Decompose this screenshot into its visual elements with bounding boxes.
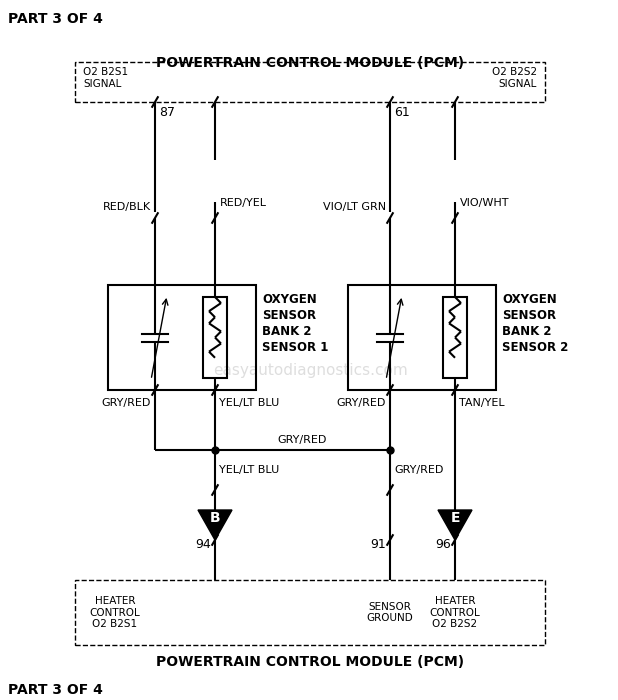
Text: B: B [210,511,220,525]
Text: YEL/LT BLU: YEL/LT BLU [219,398,279,408]
Text: O2 B2S1
SIGNAL: O2 B2S1 SIGNAL [83,67,128,89]
Text: TAN/YEL: TAN/YEL [459,398,505,408]
Text: PART 3 OF 4: PART 3 OF 4 [8,12,103,26]
Bar [203,297,227,378]
Text: VIO/WHT: VIO/WHT [460,198,509,208]
Text: E: E [451,511,460,525]
Bar [443,297,467,378]
Text: YEL/LT BLU: YEL/LT BLU [219,465,279,475]
Text: PART 3 OF 4: PART 3 OF 4 [8,683,103,697]
Text: GRY/RED: GRY/RED [278,435,327,445]
Text: 61: 61 [394,106,410,119]
Text: SENSOR
GROUND: SENSOR GROUND [366,602,413,623]
Text: VIO/LT GRN: VIO/LT GRN [323,202,386,212]
Text: 94: 94 [195,538,211,551]
Bar [75,62,545,102]
Text: 96: 96 [435,538,451,551]
Bar [75,580,545,645]
Text: POWERTRAIN CONTROL MODULE (PCM): POWERTRAIN CONTROL MODULE (PCM) [156,655,464,669]
Text: O2 B2S2
SIGNAL: O2 B2S2 SIGNAL [492,67,537,89]
Text: HEATER
CONTROL
O2 B2S2: HEATER CONTROL O2 B2S2 [430,596,480,629]
Polygon shape [198,510,232,540]
Text: GRY/RED: GRY/RED [394,465,443,475]
Text: OXYGEN
SENSOR
BANK 2
SENSOR 2: OXYGEN SENSOR BANK 2 SENSOR 2 [502,293,569,354]
Polygon shape [438,510,472,540]
Text: 91: 91 [370,538,386,551]
Text: RED/YEL: RED/YEL [220,198,267,208]
Bar [108,285,256,390]
Text: 87: 87 [159,106,175,119]
Text: GRY/RED: GRY/RED [337,398,386,408]
Text: GRY/RED: GRY/RED [101,398,151,408]
Text: OXYGEN
SENSOR
BANK 2
SENSOR 1: OXYGEN SENSOR BANK 2 SENSOR 1 [262,293,328,354]
Text: POWERTRAIN CONTROL MODULE (PCM): POWERTRAIN CONTROL MODULE (PCM) [156,56,464,70]
Bar [348,285,496,390]
Text: easyautodiagnostics.com: easyautodiagnostics.com [213,363,407,377]
Text: RED/BLK: RED/BLK [103,202,151,212]
Text: HEATER
CONTROL
O2 B2S1: HEATER CONTROL O2 B2S1 [90,596,140,629]
